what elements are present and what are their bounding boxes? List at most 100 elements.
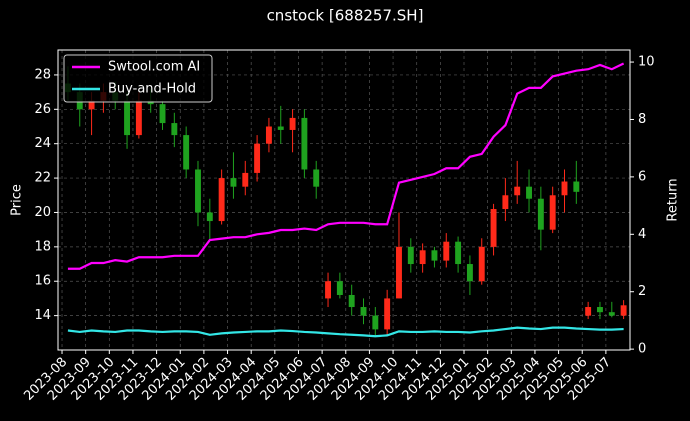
candle <box>502 178 509 222</box>
legend-label: Swtool.com AI <box>108 60 200 75</box>
candle <box>455 236 462 273</box>
candle-body <box>325 281 331 299</box>
candle <box>218 169 225 225</box>
y-tick-label: 28 <box>34 67 51 82</box>
candle <box>206 198 213 240</box>
candle <box>431 246 438 268</box>
legend-box <box>63 54 213 103</box>
candle-body <box>514 186 521 196</box>
candle-body <box>561 181 568 196</box>
candle-body <box>313 169 320 187</box>
candle <box>360 298 367 325</box>
candle-body <box>183 135 190 170</box>
candle <box>537 186 544 251</box>
candle <box>466 255 473 295</box>
candle <box>289 109 296 153</box>
candle <box>608 301 615 318</box>
y2-tick-label: 2 <box>638 284 646 299</box>
line-series <box>67 62 625 270</box>
candle <box>159 100 166 130</box>
candle <box>514 160 521 204</box>
candle-body <box>230 178 237 187</box>
candle-body <box>289 117 296 130</box>
candle-body <box>407 246 414 265</box>
candle-body <box>455 241 462 265</box>
candle <box>620 300 627 320</box>
candle <box>597 301 603 320</box>
y2-tick-label: 8 <box>638 112 646 127</box>
candle-body <box>549 195 556 230</box>
candle-body <box>159 104 166 124</box>
candle-body <box>384 298 391 330</box>
candle-body <box>218 178 225 222</box>
y2-tick-label: 10 <box>638 55 655 70</box>
candle-body <box>88 100 95 110</box>
candle-body <box>608 312 615 316</box>
y-tick-label: 20 <box>34 205 51 220</box>
y-tick-label: 14 <box>34 308 51 323</box>
candle <box>384 289 391 335</box>
candle-body <box>478 246 485 282</box>
candle <box>490 203 497 256</box>
candle <box>407 238 414 273</box>
plot-frame <box>57 49 631 351</box>
candle <box>561 169 568 213</box>
candle <box>230 152 237 199</box>
candle <box>325 272 331 308</box>
candle-body <box>206 212 213 222</box>
candle-body <box>124 100 131 136</box>
candle-body <box>135 100 142 136</box>
candle <box>277 105 284 144</box>
y2-tick-label: 0 <box>638 342 646 357</box>
candle-body <box>195 169 201 213</box>
candle <box>195 160 201 227</box>
candle <box>242 160 249 196</box>
candle-body <box>372 315 379 330</box>
candle <box>478 238 485 285</box>
candle-body <box>254 143 261 173</box>
candle <box>348 284 355 316</box>
candle <box>549 186 556 234</box>
candle-body <box>537 198 544 230</box>
candle-body <box>360 307 367 316</box>
candle-body <box>419 250 426 265</box>
candle-body <box>277 126 284 130</box>
y-tick-label: 26 <box>34 102 51 117</box>
y-tick-label: 16 <box>34 274 51 289</box>
candle <box>526 169 532 213</box>
y-tick-label: 22 <box>34 171 51 186</box>
candle <box>171 112 178 148</box>
candle <box>419 243 426 273</box>
y2-tick-label: 6 <box>638 169 646 184</box>
candle-body <box>620 305 627 316</box>
candle <box>372 307 379 337</box>
candle <box>301 109 308 179</box>
candle <box>336 272 343 299</box>
candle-body <box>490 209 497 247</box>
candle-body <box>466 264 473 282</box>
candle-body <box>585 307 592 316</box>
y2-axis-label: Return <box>666 178 681 221</box>
candle-body <box>396 246 402 299</box>
candle-body <box>431 250 438 261</box>
candle-body <box>336 281 343 295</box>
candle-body <box>502 195 509 210</box>
legend-label: Buy-and-Hold <box>108 82 196 97</box>
candle-body <box>597 307 603 313</box>
y-axis-label: Price <box>10 184 25 216</box>
chart-title: cnstock [688257.SH] <box>267 7 424 25</box>
candle-body <box>443 241 450 261</box>
candle-body <box>573 181 580 192</box>
candle <box>585 301 592 320</box>
candle-body <box>242 172 249 187</box>
candle <box>265 117 272 153</box>
candle <box>443 233 450 268</box>
line-series <box>67 326 624 338</box>
y-tick-label: 24 <box>34 136 51 151</box>
candle-body <box>171 123 178 136</box>
candle-body <box>301 117 308 170</box>
candle <box>396 212 402 299</box>
y-tick-label: 18 <box>34 239 51 254</box>
